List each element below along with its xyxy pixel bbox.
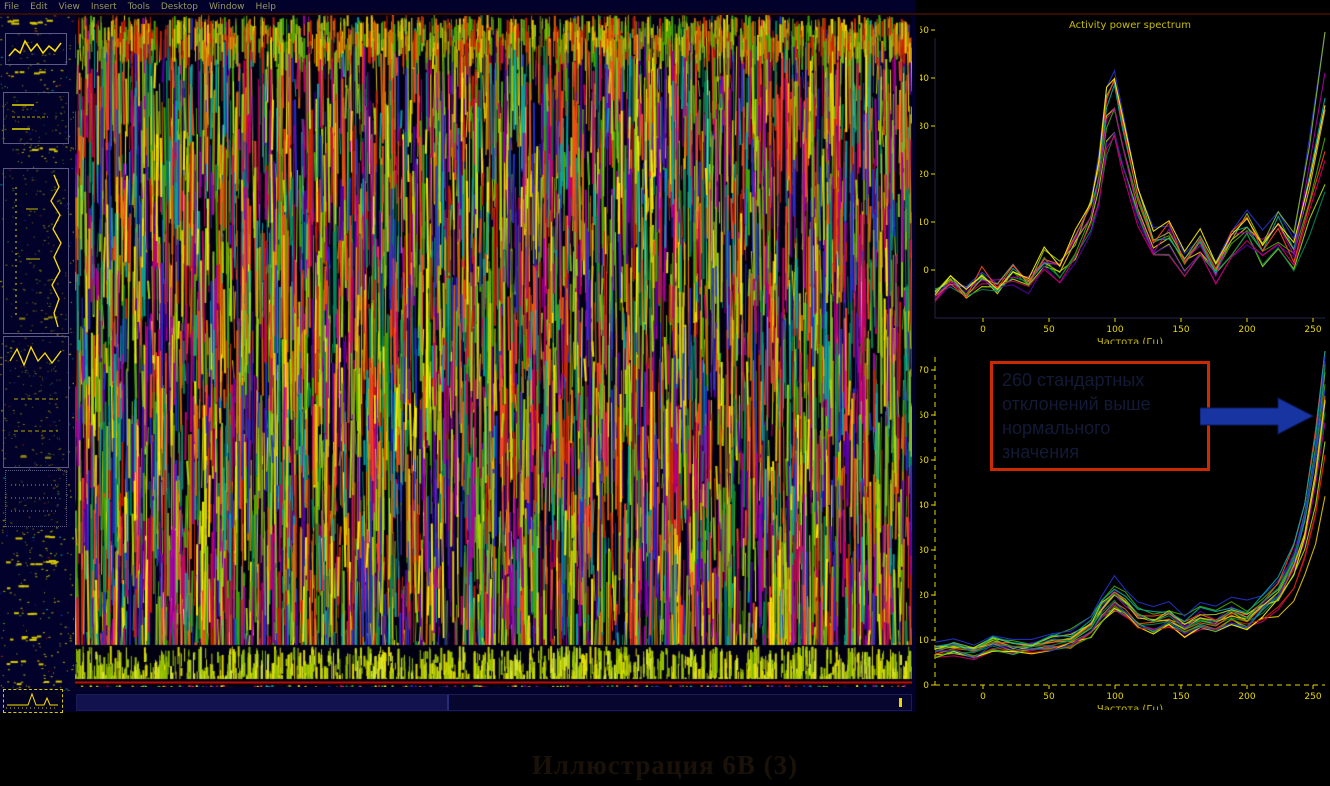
control-panel (0, 15, 74, 691)
scale-trace-icon (15, 174, 62, 328)
annotation-line: 260 стандартных (1002, 370, 1145, 390)
separator-line (0, 13, 1330, 15)
annotation-line: отклонений выше (1002, 394, 1151, 414)
y-tick-label: 40 (920, 501, 929, 511)
annotation-line: нормального (1002, 418, 1111, 438)
x-tick-label: 200 (1238, 325, 1255, 335)
y-tick-label: 30 (920, 546, 929, 556)
x-tick-label: 250 (1304, 692, 1321, 702)
x-tick-label: 50 (1043, 692, 1055, 702)
mini-waveform-button[interactable] (5, 33, 67, 65)
x-axis-label: Частота (Гц) (1097, 337, 1163, 344)
y-tick-label: 40 (920, 74, 929, 84)
y-tick-label: 20 (920, 591, 929, 601)
menu-item-file[interactable]: File (4, 2, 20, 12)
menu-item-edit[interactable]: Edit (30, 2, 48, 12)
time-scrollbar[interactable] (76, 694, 912, 711)
scrollbar-marker (899, 698, 902, 707)
reject-marks-icon (9, 345, 62, 432)
arrow-right-icon (1200, 397, 1315, 435)
spectrum-trace (934, 76, 1326, 299)
spectrum-trace (934, 454, 1326, 658)
y-tick-label: 10 (920, 218, 929, 228)
menu-item-desktop[interactable]: Desktop (160, 2, 198, 12)
figure-caption: Иллюстрация 6В (3) (531, 750, 799, 780)
spectrum-trace (934, 31, 1326, 298)
eeg-traces-plot (75, 15, 912, 687)
y-tick-label: 60 (920, 411, 929, 421)
annotation-line: значения (1002, 442, 1079, 462)
menu-item-window[interactable]: Window (208, 2, 245, 12)
x-tick-label: 50 (1043, 325, 1055, 335)
spectrum-trace (934, 350, 1326, 651)
reject-panel[interactable] (3, 336, 69, 468)
spectrum-trace (934, 366, 1326, 653)
y-tick-label: 20 (920, 170, 929, 180)
spectrum-trace (934, 135, 1326, 303)
settings-box[interactable] (3, 92, 69, 144)
chart-title: Activity power spectrum (1069, 20, 1191, 31)
spectrum-trace (934, 355, 1326, 659)
control-panel-texture (0, 15, 74, 691)
y-tick-label: 0 (923, 681, 929, 691)
spectrum-trace (934, 455, 1326, 661)
x-tick-label: 0 (980, 325, 986, 335)
settings-marks-icon (12, 104, 48, 130)
x-tick-label: 150 (1172, 325, 1189, 335)
mini-plot-widget (3, 689, 63, 713)
x-tick-label: 150 (1172, 692, 1189, 702)
spectrum-trace (934, 107, 1326, 295)
x-axis-label: Частота (Гц) (1097, 704, 1163, 710)
y-tick-label: 50 (920, 456, 929, 466)
menu-item-insert[interactable]: Insert (90, 2, 117, 12)
spectrum-trace (934, 105, 1326, 302)
scrollbar-thumb[interactable] (77, 695, 449, 710)
x-tick-label: 0 (980, 692, 986, 702)
menu-item-view[interactable]: View (58, 2, 80, 12)
waveform-icon (8, 39, 62, 57)
x-tick-label: 200 (1238, 692, 1255, 702)
spectrum-trace (934, 77, 1326, 296)
menu-item-tools[interactable]: Tools (127, 2, 150, 12)
spectrum-trace (934, 496, 1326, 658)
x-tick-label: 250 (1304, 325, 1321, 335)
menu-item-help[interactable]: Help (255, 2, 277, 12)
annotation-box: 260 стандартных отклонений выше нормальн… (990, 361, 1210, 471)
spectrum-trace (934, 389, 1326, 646)
y-tick-label: 70 (920, 366, 929, 376)
dotted-panel (5, 470, 67, 527)
y-tick-label: 50 (920, 26, 929, 36)
spectrum-trace (934, 107, 1326, 301)
channel-scale-panel[interactable] (3, 168, 69, 334)
y-tick-label: 10 (920, 636, 929, 646)
x-tick-label: 100 (1106, 692, 1123, 702)
y-tick-label: 0 (923, 266, 929, 276)
x-tick-label: 100 (1106, 325, 1123, 335)
mini-trace-icon (6, 692, 58, 709)
eeglab-scroll-window: File Edit View Insert Tools Desktop Window Help (0, 0, 916, 713)
dotted-texture-icon (11, 484, 59, 512)
menu-bar: File Edit View Insert Tools Desktop Window Help (4, 1, 276, 13)
y-tick-label: 30 (920, 122, 929, 132)
spectrum-trace (934, 72, 1326, 300)
